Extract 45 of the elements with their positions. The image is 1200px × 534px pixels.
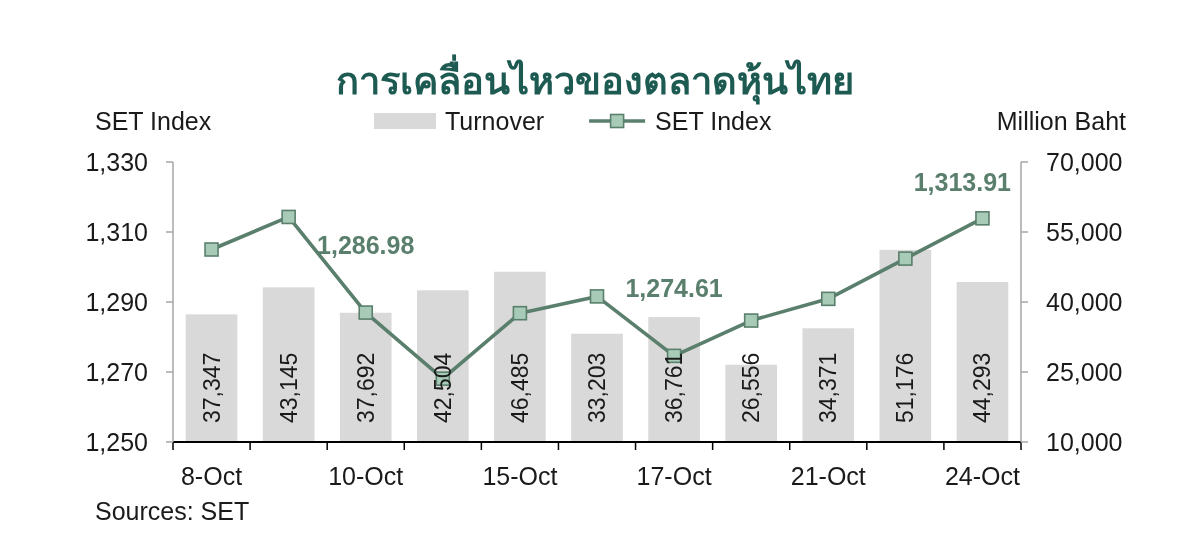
x-tick-label: 24-Oct bbox=[944, 462, 1021, 490]
data-label: 42,504 bbox=[429, 352, 456, 423]
data-label: 36,761 bbox=[661, 352, 688, 423]
y-tick-label: 1,250 bbox=[85, 428, 148, 456]
y-tick-label: 1,270 bbox=[85, 358, 148, 386]
point bbox=[975, 211, 990, 226]
x-tick-label: 15-Oct bbox=[482, 462, 558, 490]
y2-tick-label: 40,000 bbox=[1046, 288, 1123, 316]
data-label: 44,293 bbox=[969, 352, 996, 423]
point bbox=[743, 313, 759, 328]
data-label: 51,176 bbox=[892, 352, 919, 423]
chart-title: การเคลื่อนไหวของตลาดหุ้นไทย bbox=[336, 54, 854, 105]
point bbox=[204, 242, 219, 257]
data-label: 33,203 bbox=[584, 352, 610, 423]
data-label: 46,485 bbox=[506, 352, 533, 423]
y-tick-label: 1,290 bbox=[85, 288, 148, 316]
legend-label: SET Index bbox=[655, 107, 772, 135]
x-tick-label: 17-Oct bbox=[636, 462, 712, 490]
point bbox=[898, 251, 913, 266]
y2-tick-label: 25,000 bbox=[1046, 358, 1123, 386]
data-label: 1,286.98 bbox=[317, 230, 415, 259]
y2-tick-label: 10,000 bbox=[1046, 428, 1123, 456]
data-label: 43,145 bbox=[275, 352, 302, 423]
data-label: 1,313.91 bbox=[913, 168, 1012, 196]
legend-label: Turnover bbox=[445, 107, 545, 135]
source-note: Sources: SET bbox=[95, 497, 250, 525]
y2-tick-label: 55,000 bbox=[1046, 218, 1123, 246]
data-label: 34,371 bbox=[815, 352, 842, 423]
y-tick-label: 1,330 bbox=[85, 148, 148, 176]
data-label: 37,347 bbox=[198, 352, 225, 423]
y-axis-title: SET Index bbox=[95, 107, 212, 135]
data-label: 1,274.61 bbox=[625, 273, 723, 302]
point bbox=[820, 291, 836, 307]
x-tick-label: 8-Oct bbox=[180, 462, 243, 490]
point bbox=[281, 209, 296, 225]
point bbox=[358, 305, 374, 320]
x-tick-label: 21-Oct bbox=[790, 462, 866, 490]
data-label: 37,692 bbox=[352, 352, 379, 423]
y2-tick-label: 70,000 bbox=[1046, 148, 1123, 176]
x-tick-label: 10-Oct bbox=[328, 462, 404, 490]
y-tick-label: 1,310 bbox=[85, 218, 148, 246]
data-label: 26,556 bbox=[738, 352, 765, 423]
y2-axis-title: Million Baht bbox=[996, 107, 1127, 135]
point bbox=[512, 305, 528, 321]
point bbox=[589, 289, 605, 304]
